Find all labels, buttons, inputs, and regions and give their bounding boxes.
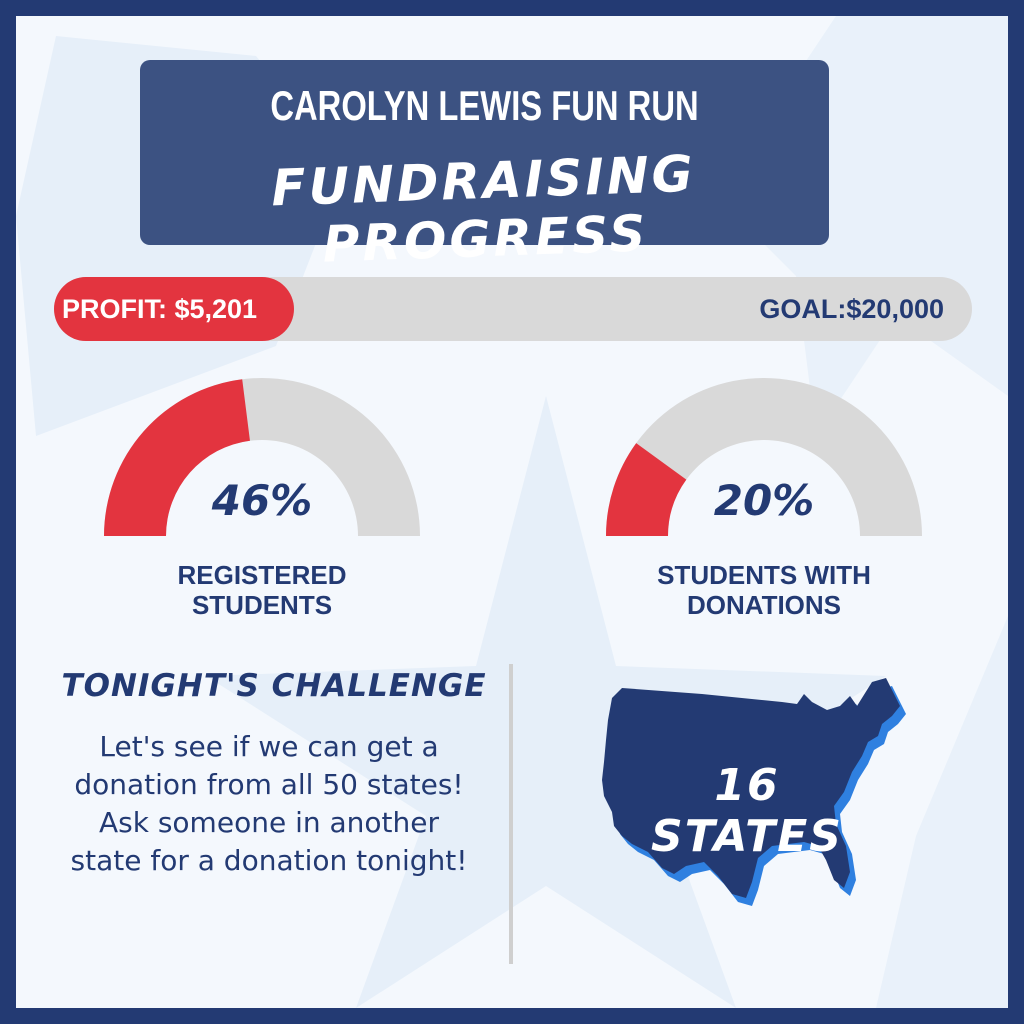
background-star-bottom-right <box>876 616 1008 1008</box>
section-divider <box>509 664 513 964</box>
gauge-registered-caption-line1: REGISTERED <box>177 560 347 590</box>
usa-map-body <box>602 678 900 898</box>
gauge-donations-caption-line2: DONATIONS <box>686 590 842 620</box>
gauge-donations-caption-line1: STUDENTS WITH <box>657 560 871 590</box>
challenge-title: TONIGHT'S CHALLENGE <box>61 668 487 704</box>
gauge-registered-students <box>104 378 420 536</box>
page-title: CAROLYN LEWIS FUN RUN <box>270 82 699 129</box>
progress-fill: PROFIT: $5,201 <box>54 277 294 341</box>
gauge-fill <box>104 379 250 536</box>
gauge-registered-caption-line2: STUDENTS <box>191 590 333 620</box>
gauge-donations-caption: STUDENTS WITH DONATIONS <box>604 560 924 620</box>
header-banner: CAROLYN LEWIS FUN RUN FUNDRAISING PROGRE… <box>140 60 829 274</box>
usa-map-icon <box>602 678 906 906</box>
challenge-text: Let's see if we can get a donation from … <box>70 730 468 877</box>
gauge-registered-value: 46% <box>211 476 313 525</box>
fundraising-progress-bar: PROFIT: $5,201 GOAL:$20,000 <box>54 277 972 341</box>
gauge-registered-caption: REGISTERED STUDENTS <box>102 560 422 620</box>
background-star-center <box>206 396 886 1008</box>
profit-label: PROFIT: $5,201 <box>62 294 258 324</box>
gauge-fill <box>606 443 687 536</box>
page-subtitle: FUNDRAISING PROGRESS <box>270 144 697 274</box>
gauge-track <box>606 378 922 536</box>
gauge-students-with-donations <box>606 378 922 536</box>
states-count-label: 16 STATES <box>651 760 843 862</box>
goal-label: GOAL:$20,000 <box>759 294 944 324</box>
gauge-donations-value: 20% <box>713 476 815 525</box>
